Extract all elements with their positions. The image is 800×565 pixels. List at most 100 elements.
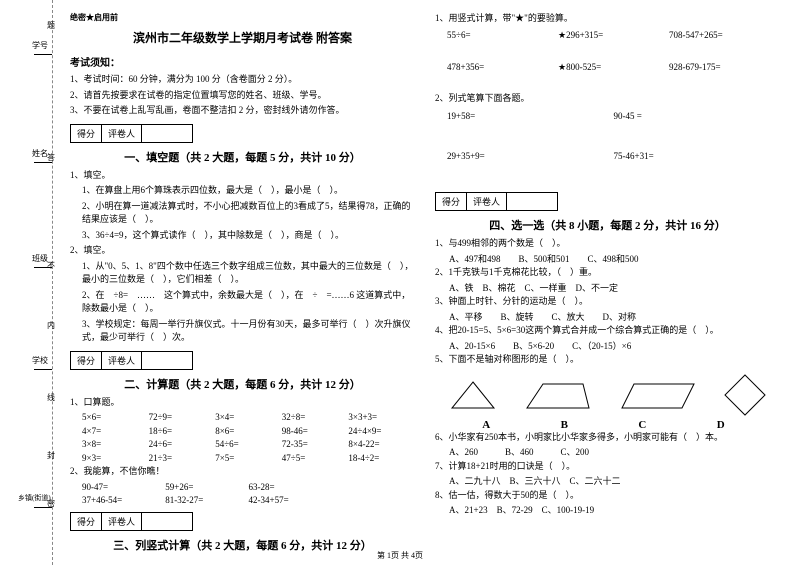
notice-1: 1、考试时间：60 分钟，满分为 100 分（含卷面分 2 分）。 (70, 73, 415, 86)
left-column: 绝密★启用前 滨州市二年级数学上学期月考试卷 附答案 考试须知： 1、考试时间：… (60, 12, 425, 557)
q3r4a: 29+35+9= (447, 148, 614, 164)
hint-nei: 内 (47, 320, 55, 331)
cr5a: 90-47= (82, 481, 165, 495)
label-d: D (717, 419, 725, 431)
notice-2: 2、请首先按要求在试卷的指定位置填写您的姓名、班级、学号。 (70, 89, 415, 102)
q3r3a: 19+58= (447, 108, 614, 124)
calc-r4: 9×3= 21÷3= 7×5= 47÷5= 18-4÷2= (70, 452, 415, 466)
cr2c: 8×6= (215, 425, 282, 439)
score-label-b: 评卷人 (102, 125, 142, 142)
q3-r1: 55÷6= ★296+315= 708-547+265= (435, 28, 780, 42)
q3-head2: 2、列式笔算下面各题。 (435, 92, 780, 106)
score-box-3: 得分 评卷人 (70, 512, 193, 531)
trapezoid-icon (523, 378, 593, 412)
cr6d (332, 494, 415, 508)
cr2d: 98-46= (282, 425, 349, 439)
score-label-a4: 得分 (436, 193, 467, 210)
cr2e: 24÷4×9= (348, 425, 415, 439)
section-4-title: 四、选一选（共 8 小题，每题 2 分，共计 16 分） (435, 217, 780, 233)
q3-head: 1、用竖式计算，带"★"的要验算。 (435, 12, 780, 26)
q4-1: 1、与499相邻的两个数是（ ）。 (435, 237, 780, 251)
cr4b: 21÷3= (149, 452, 216, 466)
q3-r4: 29+35+9= 75-46+31= (435, 148, 780, 164)
cr1e: 3×3+3= (348, 411, 415, 425)
cr4c: 7×5= (215, 452, 282, 466)
page-content: 绝密★启用前 滨州市二年级数学上学期月考试卷 附答案 考试须知： 1、考试时间：… (60, 12, 790, 557)
underline (34, 369, 52, 370)
cr3c: 54÷6= (215, 438, 282, 452)
score-label-a: 得分 (71, 125, 102, 142)
hint-feng: 封 (47, 450, 55, 461)
q4-3: 3、钟面上时针、分针的运动是（ ）。 (435, 295, 780, 309)
underline (34, 54, 52, 55)
q4-2: 2、1千克铁与1千克棉花比较，（ ）重。 (435, 266, 780, 280)
sidebar-label-town: 乡镇(街道) (18, 493, 51, 503)
q2-head: 1、口算题。 (70, 396, 415, 410)
q4-8o: A、21+23 B、72-29 C、100-19-19 (435, 504, 780, 518)
q3r1a: 55÷6= (447, 28, 558, 42)
q4-7o: A、二九十八 B、三六十八 C、二六十二 (435, 475, 780, 489)
cr2b: 18÷6= (149, 425, 216, 439)
q2-head2: 2、我能算，不信你瞧！ (70, 465, 415, 479)
q1-b: 2、小明在算一道减法算式时，不小心把减数百位上的3看成了5，结果得78，正确的结… (70, 200, 415, 227)
score-label-a3: 得分 (71, 513, 102, 530)
q1-head2: 2、填空。 (70, 244, 415, 258)
notice-3: 3、不要在试卷上乱写乱画，卷面不整洁扣 2 分，密封线外请勿作答。 (70, 104, 415, 117)
cr1a: 5×6= (82, 411, 149, 425)
q4-4o: A、20-15×6 B、5×6-20 C、（20-15）×6 (435, 340, 780, 354)
score-blank-2 (142, 352, 192, 369)
cr3d: 72-35= (282, 438, 349, 452)
label-b: B (561, 419, 568, 431)
q4-1o: A、497和498 B、500和501 C、498和500 (435, 253, 780, 267)
exam-title: 滨州市二年级数学上学期月考试卷 附答案 (70, 29, 415, 46)
section-1-title: 一、填空题（共 2 大题，每题 5 分，共计 10 分） (70, 149, 415, 165)
calc-r3: 3×8= 24÷6= 54÷6= 72-35= 8×4-22= (70, 438, 415, 452)
score-box-4: 得分 评卷人 (435, 192, 558, 211)
q1-a: 1、在算盘上用6个算珠表示四位数，最大是（ ），最小是（ ）。 (70, 184, 415, 198)
hint-ti: 题 (47, 20, 55, 31)
q4-6: 6、小华家有250本书，小明家比小华家多得多，小明家可能有（ ）本。 (435, 431, 780, 445)
cr1b: 72÷9= (149, 411, 216, 425)
q3-r3: 19+58= 90-45 = (435, 108, 780, 124)
calc-r1: 5×6= 72÷9= 3×4= 32÷8= 3×3+3= (70, 411, 415, 425)
q3r3b: 90-45 = (614, 108, 781, 124)
hint-mi: 密 (47, 498, 55, 509)
page-footer: 第 1页 共 4页 (0, 550, 800, 561)
right-column: 1、用竖式计算，带"★"的要验算。 55÷6= ★296+315= 708-54… (425, 12, 790, 557)
q3r2b: ★800-525= (558, 60, 669, 74)
score-label-a2: 得分 (71, 352, 102, 369)
hint-xian: 线 (47, 392, 55, 403)
cr6a: 37+46-54= (82, 494, 165, 508)
q1-d: 1、从"0、5、1、8"四个数中任选三个数字组成三位数，其中最大的三位数是（ ）… (70, 260, 415, 287)
calc-r6: 37+46-54= 81-32-27= 42-34+57= (70, 494, 415, 508)
q3r1b: ★296+315= (558, 28, 669, 42)
triangle-icon (448, 378, 498, 412)
secret-label: 绝密★启用前 (70, 12, 415, 23)
notice-head: 考试须知： (70, 54, 415, 69)
calc-r2: 4×7= 18÷6= 8×6= 98-46= 24÷4×9= (70, 425, 415, 439)
q4-3o: A、平移 B、旋转 C、放大 D、对称 (435, 311, 780, 325)
cr3e: 8×4-22= (348, 438, 415, 452)
label-a: A (482, 419, 490, 431)
score-label-b2: 评卷人 (102, 352, 142, 369)
shapes-row (435, 373, 780, 417)
cr5b: 59+26= (165, 481, 248, 495)
q3-r2: 478+356= ★800-525= 928-679-175= (435, 60, 780, 74)
q4-5: 5、下面不是轴对称图形的是（ ）。 (435, 353, 780, 367)
sidebar-label-name: 姓名 (32, 148, 48, 159)
sidebar-label-class: 班级 (32, 253, 48, 264)
sidebar-label-school: 学校 (32, 355, 48, 366)
hint-bu: 不 (47, 260, 55, 271)
cr6b: 81-32-27= (165, 494, 248, 508)
shape-labels: A B C D (435, 419, 780, 431)
q3r2c: 928-679-175= (669, 60, 780, 74)
cr1d: 32÷8= (282, 411, 349, 425)
parallelogram-icon (618, 378, 698, 412)
score-blank-4 (507, 193, 557, 210)
score-blank (142, 125, 192, 142)
cr1c: 3×4= (215, 411, 282, 425)
sidebar-label-id: 学号 (32, 40, 48, 51)
section-2-title: 二、计算题（共 2 大题，每题 6 分，共计 12 分） (70, 376, 415, 392)
cr3b: 24÷6= (149, 438, 216, 452)
cr6c: 42-34+57= (249, 494, 332, 508)
